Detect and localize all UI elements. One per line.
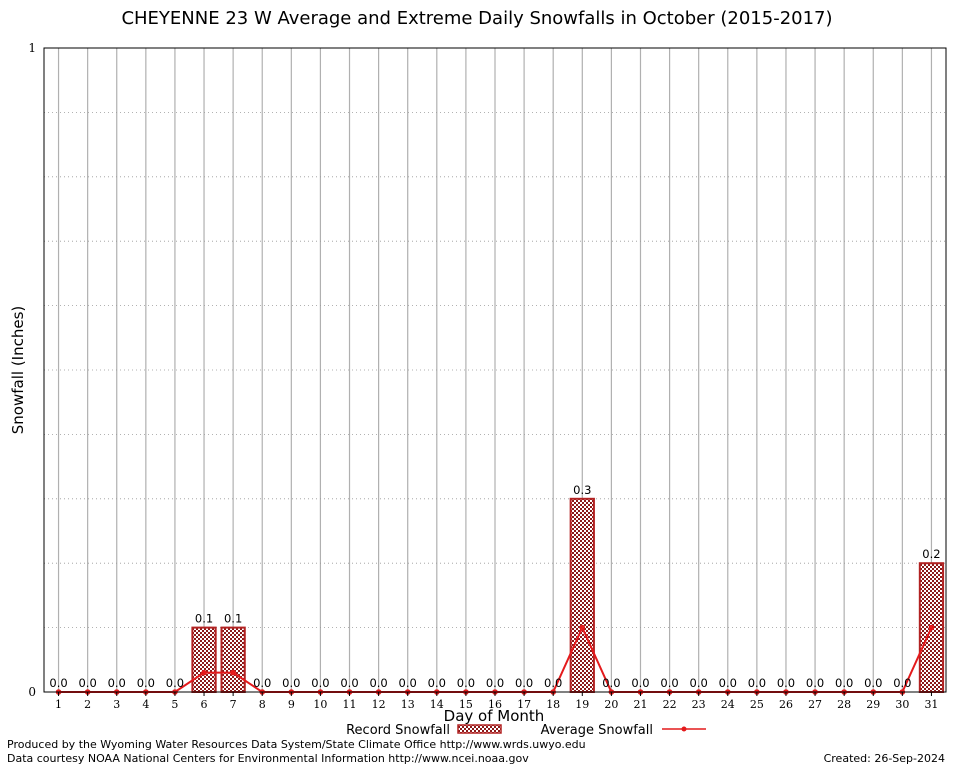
x-tick-label: 18: [546, 698, 560, 711]
bar-value-label: 0.0: [369, 676, 387, 690]
legend-record-swatch: [457, 724, 502, 734]
bar-value-label: 0.0: [137, 676, 155, 690]
average-point: [230, 669, 236, 676]
bar-value-label: 0.0: [282, 676, 300, 690]
bar-value-label: 0.3: [573, 483, 591, 497]
y-tick-label: 1: [28, 41, 36, 55]
x-tick-label: 14: [430, 698, 444, 711]
bar-value-label: 0.0: [660, 676, 678, 690]
legend-average-marker: [681, 726, 687, 732]
bar-value-label: 0.0: [777, 676, 795, 690]
chart-title: CHEYENNE 23 W Average and Extreme Daily …: [121, 8, 833, 29]
x-tick-label: 21: [633, 698, 647, 711]
bar-value-label: 0.0: [864, 676, 882, 690]
record-bar: [191, 626, 217, 693]
created-date: Created: 26-Sep-2024: [823, 752, 945, 765]
average-point: [928, 624, 935, 631]
x-tick-label: 26: [779, 698, 793, 711]
legend: Record Snowfall Average Snowfall: [346, 723, 706, 738]
average-point: [201, 669, 207, 676]
bar-value-label: 0.0: [631, 676, 649, 690]
x-tick-label: 17: [517, 698, 531, 711]
x-tick-label: 31: [924, 698, 938, 711]
x-tick-label: 1: [55, 698, 62, 711]
x-tick-label: 3: [113, 698, 120, 711]
x-tick-label: 10: [313, 698, 327, 711]
credits-line-2: Data courtesy NOAA National Centers for …: [7, 752, 529, 765]
bar-value-label: 0.0: [49, 676, 67, 690]
x-tick-label: 27: [808, 698, 822, 711]
bar-value-label: 0.0: [835, 676, 853, 690]
x-tick-label: 28: [837, 698, 851, 711]
x-tick-label: 29: [866, 698, 880, 711]
x-tick-label: 2: [84, 698, 91, 711]
bar-value-label: 0.2: [922, 547, 940, 561]
x-tick-label: 6: [201, 698, 208, 711]
bar-value-label: 0.0: [544, 676, 562, 690]
bar-value-label: 0.0: [253, 676, 271, 690]
x-tick-label: 12: [372, 698, 386, 711]
x-tick-label: 4: [142, 698, 149, 711]
x-tick-label: 30: [895, 698, 909, 711]
x-tick-label: 9: [288, 698, 295, 711]
bar-value-label: 0.0: [719, 676, 737, 690]
record-bar: [220, 626, 246, 693]
bar-value-label: 0.0: [457, 676, 475, 690]
credits-line-1: Produced by the Wyoming Water Resources …: [7, 738, 586, 751]
x-tick-label: 7: [230, 698, 237, 711]
x-tick-label: 5: [171, 698, 178, 711]
bar-value-label: 0.1: [195, 612, 213, 626]
bar-value-label: 0.0: [690, 676, 708, 690]
bar-value-label: 0.0: [602, 676, 620, 690]
x-tick-label: 20: [604, 698, 618, 711]
axes: 1 2 3 4 5 6 7 8 9 10 11 12 13 14 15 16 17 18 19 20 21 22 23 24 2…: [28, 41, 938, 711]
x-tick-label: 22: [663, 698, 677, 711]
bar-value-label: 0.0: [340, 676, 358, 690]
bar-value-label: 0.0: [78, 676, 96, 690]
x-tick-label: 8: [259, 698, 266, 711]
bar-value-label: 0.0: [311, 676, 329, 690]
legend-average-label: Average Snowfall: [541, 723, 653, 738]
bar-value-label: 0.0: [748, 676, 766, 690]
x-axis-label: Day of Month: [444, 707, 545, 725]
x-tick-label: 11: [343, 698, 357, 711]
record-bars: [191, 497, 945, 694]
x-tick-label: 24: [721, 698, 735, 711]
y-axis-label: Snowfall (Inches): [9, 306, 27, 434]
average-point: [579, 624, 586, 631]
bar-value-label: 0.0: [428, 676, 446, 690]
x-tick-label: 16: [488, 698, 502, 711]
bar-value-labels: 0.0 0.0 0.0 0.0 0.0 0.1 0.1 0.0 0.0 0.0 0.0 0.0 0.0 0…: [49, 483, 940, 690]
bar-value-label: 0.0: [515, 676, 533, 690]
x-tick-label: 13: [401, 698, 415, 711]
y-tick-label: 0: [28, 685, 36, 699]
bar-value-label: 0.1: [224, 612, 242, 626]
x-tick-label: 15: [459, 698, 473, 711]
x-tick-label: 25: [750, 698, 764, 711]
bar-value-label: 0.0: [806, 676, 824, 690]
bar-value-label: 0.0: [486, 676, 504, 690]
bar-value-label: 0.0: [893, 676, 911, 690]
x-tick-label: 23: [692, 698, 706, 711]
record-bar: [569, 497, 595, 693]
x-tick-label: 19: [575, 698, 589, 711]
bar-value-label: 0.0: [108, 676, 126, 690]
legend-record-label: Record Snowfall: [346, 723, 450, 738]
bar-value-label: 0.0: [399, 676, 417, 690]
grid-lines: [44, 48, 946, 692]
bar-value-label: 0.0: [166, 676, 184, 690]
